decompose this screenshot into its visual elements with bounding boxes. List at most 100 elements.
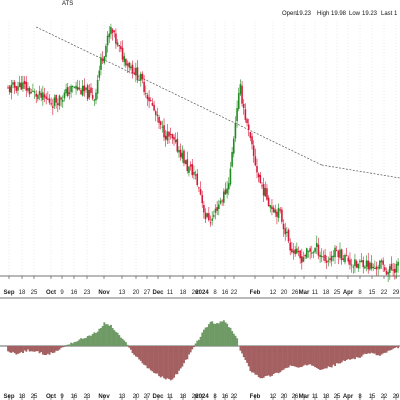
oscillator-bar-101	[174, 346, 177, 375]
oscillator-bar-61	[108, 325, 111, 346]
oscillator-bar-20	[40, 346, 43, 353]
candle-body-10	[23, 80, 26, 84]
candle-body-84	[146, 95, 149, 100]
oscillator-bar-138	[236, 338, 239, 346]
candle-body-27	[52, 106, 54, 108]
candle-body-208	[352, 266, 355, 268]
oscillator-bar-118	[202, 329, 205, 346]
oscillator-bar-83	[144, 346, 147, 366]
candle-body-206	[349, 259, 351, 265]
x-tick-label-9: 20	[133, 290, 140, 296]
candle-body-203	[344, 254, 346, 263]
candle-body-0	[7, 87, 9, 89]
oscillator-bar-216	[365, 346, 368, 355]
oscillator-bar-28	[53, 346, 56, 353]
oscillator-bar-235	[397, 346, 400, 349]
oscillator-bar-52	[93, 332, 96, 346]
candle-body-67	[118, 44, 121, 47]
oscillator-bar-27	[51, 346, 54, 354]
candle-body-128	[219, 200, 222, 204]
x-tick-label-3: Oct	[46, 290, 56, 296]
oscillator-bar-196	[332, 346, 335, 365]
oscillator-bar-120	[206, 327, 209, 346]
oscillator-bar-129	[221, 321, 224, 346]
oscillator-bar-161	[274, 346, 277, 373]
x-tick-label-2: 25	[31, 290, 38, 296]
oscillator-bar-131	[224, 322, 227, 346]
trendline-layer	[36, 26, 400, 179]
oscillator-bar-144	[246, 346, 249, 363]
candle-body-35	[65, 88, 67, 94]
oscillator-bar-90	[156, 346, 159, 374]
candle-body-108	[186, 159, 189, 171]
oscillator-bar-63	[111, 328, 114, 346]
oscillator-bar-153	[261, 346, 263, 379]
candle-body-63	[111, 29, 114, 33]
candle-body-74	[130, 66, 132, 69]
osc-x-tick-label-23: Mar	[299, 394, 310, 400]
candle-body-234	[395, 263, 398, 273]
oscillator-bar-224	[378, 346, 381, 356]
candle-body-175	[297, 251, 300, 253]
osc-x-tick-label-14: 26	[192, 394, 199, 400]
candle-body-39	[71, 85, 74, 87]
oscillator-bar-156	[266, 346, 268, 376]
oscillator-bar-191	[324, 346, 327, 369]
candle-body-104	[179, 149, 182, 157]
candle-body-127	[218, 204, 220, 210]
oscillator-bar-105	[181, 346, 184, 367]
candle-body-116	[199, 189, 202, 195]
oscillator-bar-85	[148, 346, 151, 369]
oscillator-bar-222	[375, 346, 378, 356]
oscillator-bar-112	[193, 346, 195, 348]
oscillator-bar-227	[383, 346, 386, 353]
oscillator-bar-234	[395, 346, 398, 348]
oscillator-bar-225	[380, 346, 383, 355]
candle-body-158	[269, 205, 272, 208]
oscillator-bar-60	[106, 324, 109, 346]
osc-x-tick-label-2: 25	[31, 394, 38, 400]
candle-body-43	[78, 87, 81, 90]
oscillator-bar-151	[257, 346, 260, 378]
candle-body-178	[302, 257, 305, 262]
oscillator-bar-215	[364, 346, 366, 354]
candle-body-71	[125, 58, 127, 66]
oscillator-bar-203	[344, 346, 346, 362]
x-tick-label-29: 15	[369, 290, 376, 296]
oscillator-bar-145	[247, 346, 250, 367]
oscillator-bar-146	[249, 346, 252, 372]
candle-body-126	[216, 207, 218, 211]
oscillator-bar-25	[48, 346, 51, 355]
candle-body-172	[292, 250, 295, 254]
candle-body-11	[25, 81, 28, 91]
oscillator-bar-21	[41, 346, 44, 355]
oscillator-bar-34	[63, 346, 66, 347]
oscillator-bar-205	[347, 346, 350, 360]
candle-body-205	[347, 257, 350, 262]
osc-x-tick-label-24: 11	[312, 394, 319, 400]
oscillator-bar-135	[231, 331, 234, 346]
candle-body-69	[121, 47, 124, 60]
candle-body-60	[106, 35, 109, 46]
oscillator-bar-152	[259, 346, 262, 379]
oscillator-bar-41	[75, 341, 78, 346]
oscillator-bar-121	[207, 324, 210, 346]
candle-body-76	[133, 72, 135, 75]
candle-body-146	[249, 131, 252, 138]
oscillator-bar-142	[242, 346, 245, 358]
oscillator-bar-89	[154, 346, 157, 374]
candle-body-37	[68, 92, 71, 95]
osc-x-tick-label-19: Feb	[250, 394, 261, 400]
candle-body-68	[120, 46, 122, 50]
oscillator-bar-192	[325, 346, 328, 369]
candle-body-55	[98, 70, 101, 78]
oscillator-bar-6	[17, 346, 19, 354]
x-tick-label-13: 18	[180, 290, 187, 296]
candle-body-70	[123, 56, 125, 63]
oscillator-bar-24	[46, 346, 49, 354]
oscillator-bar-140	[239, 346, 242, 351]
oscillator-bar-175	[297, 346, 300, 368]
oscillator-bar-91	[158, 346, 161, 377]
candle-body-29	[55, 94, 57, 103]
